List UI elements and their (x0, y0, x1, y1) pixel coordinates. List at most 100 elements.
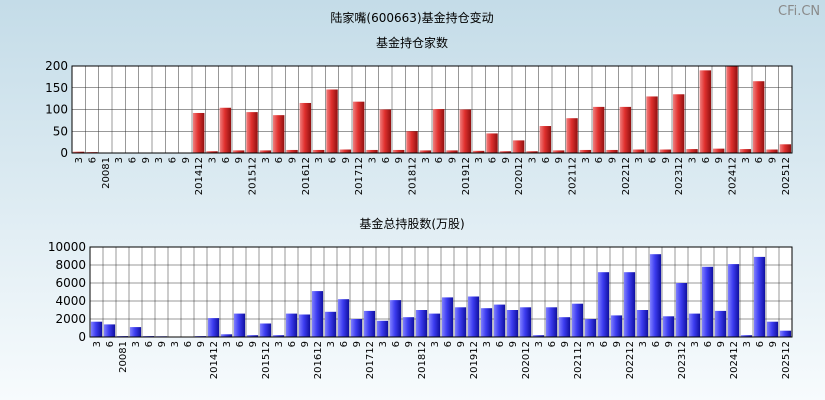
x-tick-label: 6 (755, 341, 766, 347)
x-tick-label: 9 (300, 341, 311, 347)
bar (571, 303, 584, 337)
x-tick-label: 3 (638, 341, 649, 347)
bar (352, 101, 365, 153)
x-tick-label: 3 (474, 157, 485, 163)
x-tick-label: 201612 (313, 341, 324, 379)
bar (467, 296, 480, 337)
y-tick-label: 200 (45, 59, 68, 73)
bar (699, 70, 712, 153)
bar (246, 112, 258, 153)
bar (597, 272, 610, 337)
x-tick-label: 9 (352, 341, 363, 347)
x-tick-label: 3 (534, 341, 545, 347)
x-tick-label: 201712 (354, 157, 365, 195)
bar (688, 313, 701, 337)
x-tick-label: 202312 (674, 157, 685, 195)
bar (446, 150, 458, 153)
x-tick-label: 9 (234, 157, 245, 163)
bar (246, 335, 259, 337)
x-tick-label: 3 (741, 157, 752, 163)
x-tick-label: 9 (456, 341, 467, 347)
x-tick-label: 6 (168, 157, 179, 163)
bar (472, 150, 485, 153)
bar (402, 317, 415, 337)
x-tick-label: 9 (554, 157, 565, 163)
x-tick-label: 3 (430, 341, 441, 347)
y-tick-label: 100 (45, 103, 68, 117)
x-tick-label: 3 (114, 157, 125, 163)
bar (740, 335, 753, 337)
x-tick-label: 6 (144, 341, 155, 347)
x-tick-label: 201812 (417, 341, 428, 379)
x-tick-label: 202512 (781, 341, 792, 379)
x-tick-label: 3 (378, 341, 389, 347)
x-tick-label: 9 (448, 157, 459, 163)
x-tick-label: 3 (261, 157, 272, 163)
bar (539, 126, 552, 153)
bar (337, 299, 350, 337)
bar (259, 323, 272, 337)
y-tick-label: 10000 (48, 240, 86, 254)
bar (726, 66, 738, 153)
x-tick-label: 202012 (514, 157, 525, 195)
bar (532, 335, 545, 337)
bar (90, 321, 103, 337)
bar (752, 81, 765, 153)
bar (298, 314, 311, 337)
bar (566, 118, 578, 153)
x-tick-label: 6 (651, 341, 662, 347)
bar (286, 149, 298, 153)
x-tick-label: 6 (594, 157, 605, 163)
bar (632, 149, 645, 153)
x-tick-label: 3 (222, 341, 233, 347)
bar (512, 140, 525, 153)
x-tick-label: 6 (339, 341, 350, 347)
x-tick-label: 3 (154, 157, 165, 163)
bar (232, 150, 245, 153)
bar (363, 310, 376, 337)
bar (779, 144, 792, 153)
bar (686, 149, 698, 153)
bar (219, 107, 232, 153)
bar (766, 321, 779, 337)
x-tick-label: 3 (368, 157, 379, 163)
x-tick-label: 3 (92, 341, 103, 347)
bar (207, 318, 220, 337)
bar (392, 149, 405, 153)
chart-title: 基金总持股数(万股) (359, 216, 464, 231)
bar (441, 297, 454, 337)
x-tick-label: 3 (131, 341, 142, 347)
bar (428, 313, 441, 337)
y-tick-label: 50 (53, 124, 68, 138)
bar (506, 310, 519, 337)
bar (272, 115, 285, 153)
x-tick-label: 3 (586, 341, 597, 347)
bar (727, 264, 740, 337)
bar (714, 310, 727, 337)
x-tick-label: 6 (287, 341, 298, 347)
x-tick-label: 6 (443, 341, 454, 347)
x-tick-label: 202212 (621, 157, 632, 195)
x-tick-label: 9 (288, 157, 299, 163)
bar (646, 96, 658, 153)
bar (339, 149, 352, 153)
bar (779, 330, 792, 337)
bar (299, 102, 312, 153)
y-tick-label: 4000 (55, 294, 86, 308)
x-tick-label: 3 (634, 157, 645, 163)
page-title: 陆家嘴(600663)基金持仓变动 (330, 10, 493, 25)
x-tick-label: 201912 (461, 157, 472, 195)
x-tick-label: 6 (754, 157, 765, 163)
x-tick-label: 9 (714, 157, 725, 163)
x-tick-label: 9 (341, 157, 352, 163)
bar (675, 283, 688, 337)
bar (753, 256, 766, 337)
x-tick-label: 9 (560, 341, 571, 347)
bar (606, 149, 618, 153)
bar (350, 319, 363, 337)
x-tick-label: 3 (690, 341, 701, 347)
